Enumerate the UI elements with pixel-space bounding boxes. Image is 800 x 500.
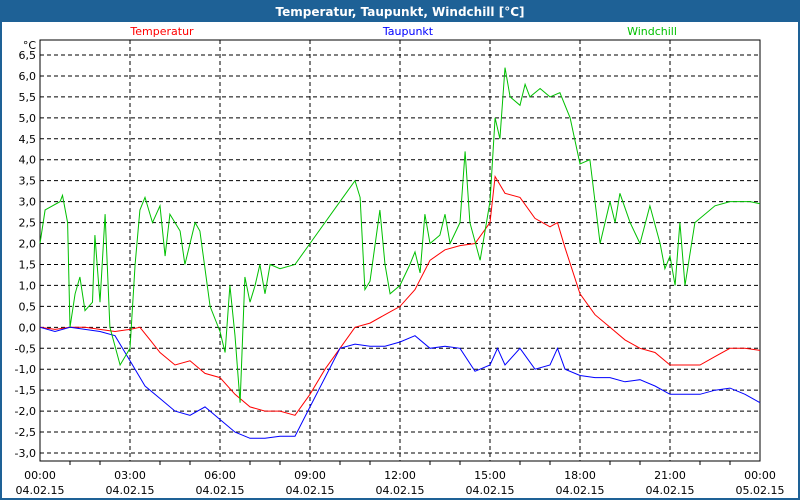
x-tick-date: 04.02.15	[16, 484, 65, 497]
y-tick-label: 2,5	[19, 217, 37, 230]
y-tick-label: 0,0	[19, 321, 37, 334]
x-tick-time: 00:00	[744, 469, 776, 482]
x-tick-time: 00:00	[24, 469, 56, 482]
y-tick-label: 1,0	[19, 279, 37, 292]
chart-title: Temperatur, Taupunkt, Windchill [°C]	[2, 2, 798, 22]
y-tick-label: -0,5	[15, 342, 36, 355]
x-tick-date: 04.02.15	[556, 484, 605, 497]
legend-temperatur: Temperatur	[129, 25, 194, 38]
y-tick-label: 4,5	[19, 133, 37, 146]
y-axis-unit: °C	[23, 39, 37, 52]
x-tick-date: 04.02.15	[196, 484, 245, 497]
x-tick-time: 12:00	[384, 469, 416, 482]
x-tick-time: 15:00	[474, 469, 506, 482]
x-tick-date: 04.02.15	[376, 484, 425, 497]
y-tick-label: 1,5	[19, 258, 37, 271]
x-tick-date: 05.02.15	[736, 484, 785, 497]
y-tick-label: -1,5	[15, 384, 36, 397]
y-tick-label: 4,0	[19, 154, 37, 167]
plot-frame	[39, 39, 761, 462]
x-tick-time: 18:00	[564, 469, 596, 482]
y-tick-label: 3,0	[19, 196, 37, 209]
series-line-temperatur	[39, 174, 761, 416]
y-tick-label: 6,0	[19, 70, 37, 83]
x-tick-time: 09:00	[294, 469, 326, 482]
y-tick-label: 6,5	[19, 49, 37, 62]
legend-windchill: Windchill	[627, 25, 677, 38]
x-tick-time: 06:00	[204, 469, 236, 482]
legend-taupunkt: Taupunkt	[382, 25, 434, 38]
series-line-windchill	[39, 67, 761, 403]
y-tick-label: 5,5	[19, 91, 37, 104]
x-tick-date: 04.02.15	[286, 484, 335, 497]
x-tick-date: 04.02.15	[106, 484, 155, 497]
x-tick-time: 21:00	[654, 469, 686, 482]
y-tick-label: -1,0	[15, 363, 36, 376]
y-tick-label: 5,0	[19, 112, 37, 125]
y-tick-label: -3,0	[15, 447, 36, 460]
x-tick-time: 03:00	[114, 469, 146, 482]
y-tick-label: -2,0	[15, 405, 36, 418]
y-tick-label: 0,5	[19, 300, 37, 313]
y-tick-label: -2,5	[15, 426, 36, 439]
x-tick-date: 04.02.15	[646, 484, 695, 497]
x-tick-date: 04.02.15	[466, 484, 515, 497]
y-tick-label: 3,5	[19, 175, 37, 188]
series-line-taupunkt	[39, 326, 761, 439]
y-tick-label: 2,0	[19, 238, 37, 251]
